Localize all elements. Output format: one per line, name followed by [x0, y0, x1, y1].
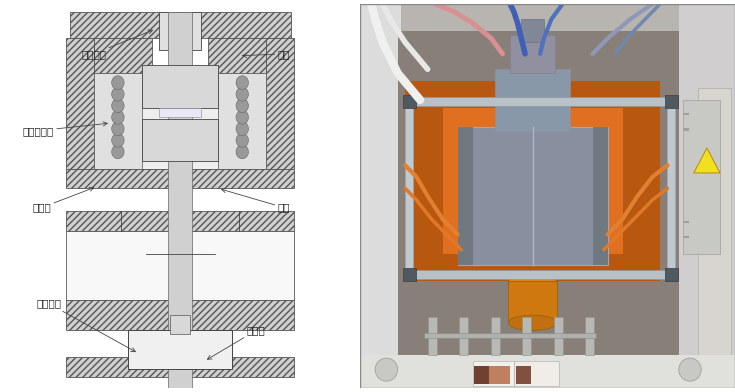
Circle shape	[236, 99, 248, 113]
Circle shape	[236, 87, 248, 101]
Bar	[159, 108, 201, 117]
Circle shape	[236, 122, 248, 136]
Bar	[495, 69, 570, 131]
Bar	[473, 361, 514, 386]
Text: 적외선램프: 적외선램프	[23, 122, 107, 136]
Bar	[128, 330, 232, 369]
Bar	[508, 281, 557, 323]
Bar	[93, 38, 152, 73]
Bar	[510, 34, 555, 73]
Bar	[142, 119, 218, 162]
Bar	[592, 127, 608, 265]
Circle shape	[112, 110, 124, 124]
Bar	[404, 95, 415, 108]
Circle shape	[375, 358, 398, 381]
Circle shape	[112, 76, 124, 90]
Bar	[170, 315, 190, 334]
Bar	[459, 317, 468, 356]
Bar	[684, 129, 689, 131]
Bar	[266, 38, 294, 169]
Bar	[142, 65, 218, 108]
Text: 로드셀: 로드셀	[207, 325, 265, 359]
Circle shape	[236, 76, 248, 90]
Bar	[684, 113, 689, 115]
Bar	[93, 73, 266, 169]
Circle shape	[679, 358, 701, 381]
Bar	[585, 317, 595, 356]
Bar	[170, 12, 190, 65]
Bar	[66, 211, 294, 230]
Bar	[218, 73, 266, 169]
Bar	[398, 31, 679, 358]
Bar	[424, 333, 596, 338]
Ellipse shape	[508, 315, 557, 330]
Bar	[667, 97, 675, 279]
Bar	[168, 12, 192, 388]
Circle shape	[112, 99, 124, 113]
Ellipse shape	[508, 272, 557, 293]
Bar	[208, 38, 266, 73]
Bar	[405, 97, 671, 106]
Bar	[442, 108, 623, 254]
Bar	[360, 4, 401, 388]
Bar	[66, 358, 294, 377]
Ellipse shape	[480, 131, 585, 246]
Bar	[553, 317, 563, 356]
Circle shape	[236, 145, 248, 159]
Text: 금형: 금형	[243, 49, 290, 59]
Bar	[405, 97, 413, 279]
Bar	[405, 81, 660, 281]
Bar	[679, 4, 735, 388]
Bar	[684, 221, 689, 223]
Bar	[665, 95, 678, 108]
Bar	[66, 300, 294, 330]
Bar	[404, 268, 415, 281]
Bar	[458, 127, 608, 265]
Bar	[521, 19, 544, 42]
Circle shape	[112, 133, 124, 147]
Bar	[428, 317, 437, 356]
Text: 질소가스: 질소가스	[81, 30, 152, 59]
Bar	[66, 169, 294, 188]
Bar	[683, 100, 720, 254]
Bar	[405, 270, 671, 279]
Bar	[458, 127, 473, 265]
Polygon shape	[694, 148, 720, 173]
Bar	[490, 317, 500, 356]
Bar	[66, 230, 294, 300]
Bar	[66, 38, 93, 169]
Text: 성형실: 성형실	[32, 187, 93, 212]
Bar	[490, 366, 510, 384]
Bar	[684, 236, 689, 238]
Circle shape	[236, 110, 248, 124]
Text: 유리: 유리	[222, 189, 290, 212]
Circle shape	[112, 122, 124, 136]
Text: 서브모터: 서브모터	[36, 299, 135, 352]
Bar	[665, 268, 678, 281]
Circle shape	[112, 145, 124, 159]
Bar	[514, 361, 559, 386]
Bar	[70, 12, 290, 38]
Bar	[475, 366, 490, 384]
Bar	[360, 356, 735, 388]
Bar	[93, 73, 142, 169]
Bar	[159, 12, 201, 50]
Bar	[698, 89, 731, 358]
Circle shape	[236, 133, 248, 147]
Bar	[516, 366, 531, 384]
Bar	[522, 317, 531, 356]
Circle shape	[112, 87, 124, 101]
